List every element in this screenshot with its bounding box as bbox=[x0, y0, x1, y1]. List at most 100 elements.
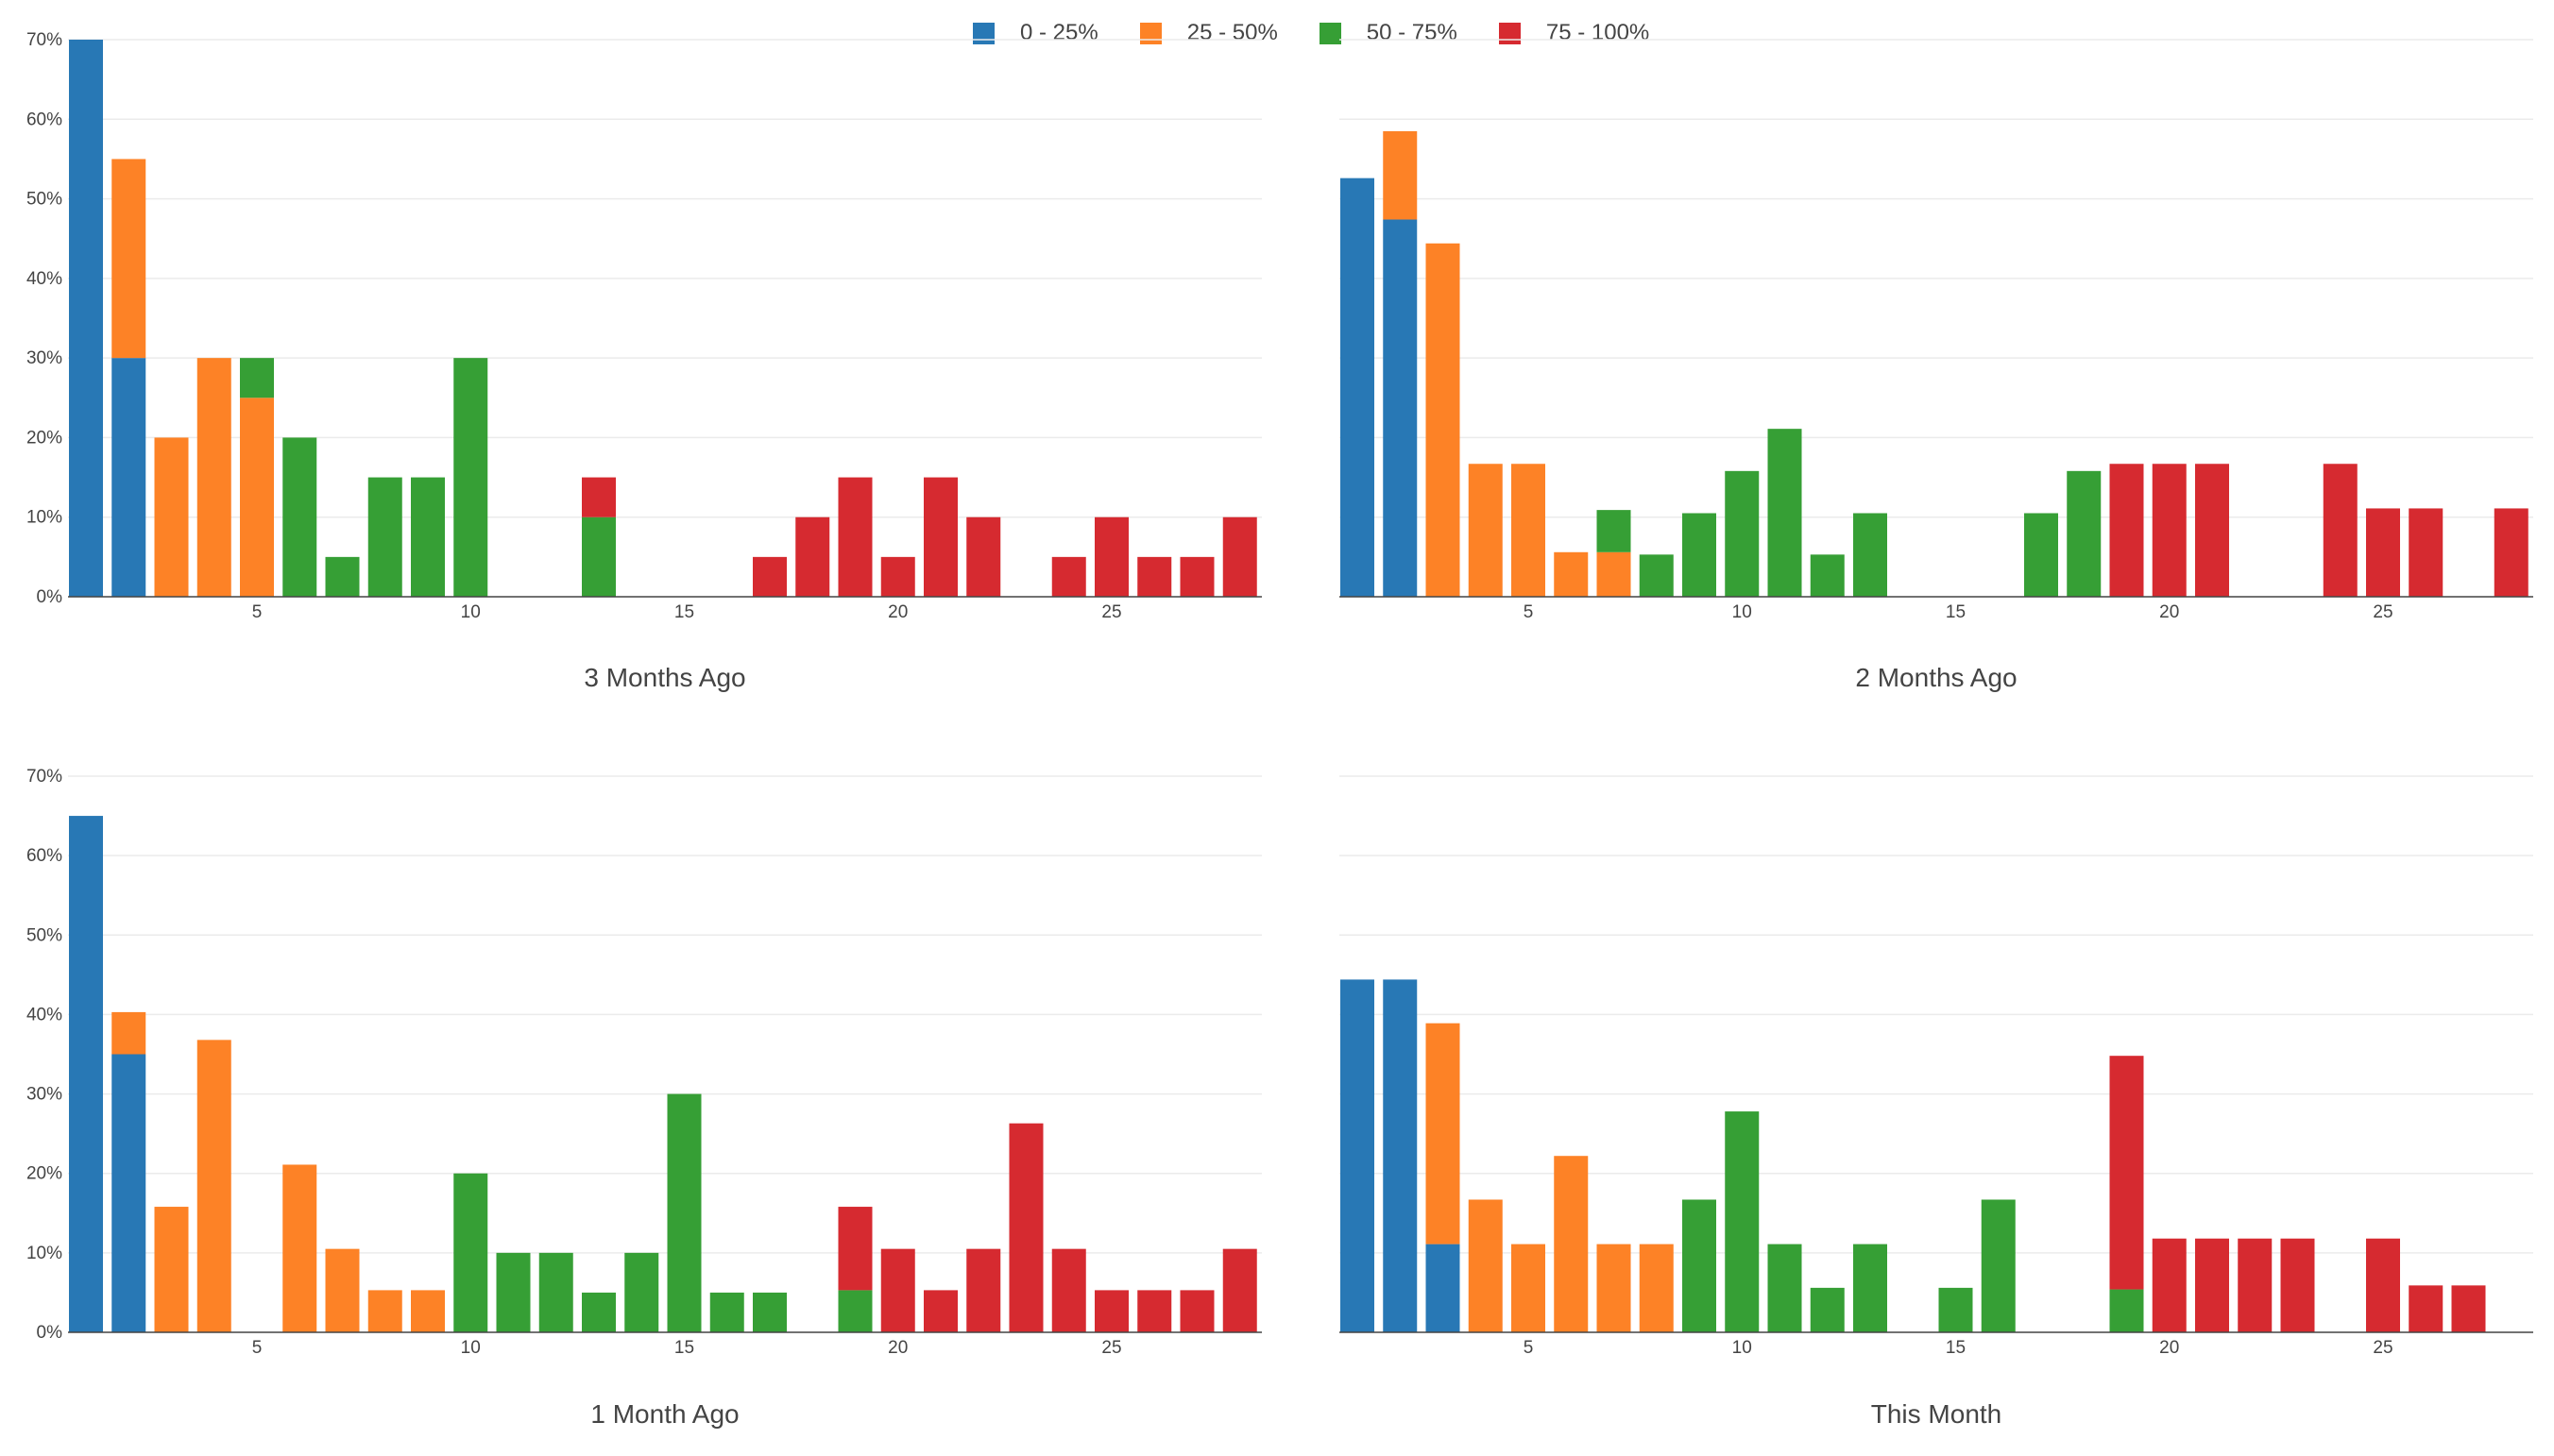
bar-segment[interactable] bbox=[1009, 1123, 1044, 1332]
bar-segment[interactable] bbox=[667, 1093, 702, 1332]
bar-segment[interactable] bbox=[1554, 551, 1589, 597]
bar-segment[interactable] bbox=[880, 1248, 915, 1332]
bar-segment[interactable] bbox=[1596, 1244, 1631, 1332]
bar-segment[interactable] bbox=[966, 516, 1001, 597]
bar-segment[interactable] bbox=[924, 1290, 958, 1332]
bar-segment[interactable] bbox=[240, 398, 274, 597]
bar-segment[interactable] bbox=[196, 358, 231, 597]
bar-segment[interactable] bbox=[1511, 1244, 1545, 1332]
bar-segment[interactable] bbox=[1340, 178, 1374, 597]
bar-segment[interactable] bbox=[966, 1248, 1001, 1332]
bar-segment[interactable] bbox=[1425, 1244, 1460, 1332]
bar-segment[interactable] bbox=[538, 1252, 573, 1332]
bar-segment[interactable] bbox=[154, 437, 189, 597]
bar-segment[interactable] bbox=[1222, 516, 1257, 597]
legend-item-0-25[interactable]: 0 - 25% bbox=[973, 20, 1098, 46]
bar-segment[interactable] bbox=[1725, 470, 1760, 597]
bar-segment[interactable] bbox=[154, 1207, 189, 1332]
bar-segment[interactable] bbox=[1137, 1290, 1172, 1332]
bar-segment[interactable] bbox=[2109, 1289, 2144, 1332]
bar-segment[interactable] bbox=[325, 1248, 360, 1332]
bar-segment[interactable] bbox=[325, 556, 360, 597]
bar-segment[interactable] bbox=[1938, 1287, 1973, 1332]
bar-segment[interactable] bbox=[624, 1252, 659, 1332]
bar-segment[interactable] bbox=[1639, 1244, 1674, 1332]
bar-segment[interactable] bbox=[1383, 219, 1418, 597]
bar-segment[interactable] bbox=[367, 477, 402, 597]
bar-segment[interactable] bbox=[1383, 130, 1418, 220]
bar-segment[interactable] bbox=[1051, 556, 1086, 597]
bar-segment[interactable] bbox=[1468, 464, 1503, 597]
bar-segment[interactable] bbox=[1095, 1290, 1129, 1332]
bar-segment[interactable] bbox=[453, 358, 488, 597]
legend-item-75-100[interactable]: 75 - 100% bbox=[1498, 20, 1649, 46]
bar-segment[interactable] bbox=[69, 816, 103, 1332]
bar-segment[interactable] bbox=[282, 1164, 317, 1332]
bar-segment[interactable] bbox=[838, 477, 873, 597]
bar-segment[interactable] bbox=[1767, 429, 1802, 597]
bar-segment[interactable] bbox=[1810, 1287, 1845, 1332]
legend-item-50-75[interactable]: 50 - 75% bbox=[1319, 20, 1457, 46]
bar-segment[interactable] bbox=[582, 477, 616, 517]
bar-segment[interactable] bbox=[1180, 556, 1215, 597]
bar-segment[interactable] bbox=[1639, 554, 1674, 597]
bar-segment[interactable] bbox=[2024, 513, 2058, 598]
bar-segment[interactable] bbox=[1383, 979, 1418, 1332]
bar-segment[interactable] bbox=[2238, 1238, 2273, 1332]
bar-segment[interactable] bbox=[753, 1292, 787, 1332]
bar-segment[interactable] bbox=[411, 1290, 445, 1332]
bar-segment[interactable] bbox=[1554, 1156, 1589, 1332]
bar-segment[interactable] bbox=[2409, 1285, 2443, 1332]
bar-segment[interactable] bbox=[1340, 979, 1374, 1332]
bar-segment[interactable] bbox=[582, 1292, 616, 1332]
bar-segment[interactable] bbox=[496, 1252, 531, 1332]
bar-segment[interactable] bbox=[69, 40, 103, 597]
bar-segment[interactable] bbox=[1725, 1111, 1760, 1332]
bar-segment[interactable] bbox=[838, 1207, 873, 1291]
bar-segment[interactable] bbox=[2152, 1238, 2187, 1332]
bar-segment[interactable] bbox=[2109, 464, 2144, 597]
bar-segment[interactable] bbox=[1051, 1248, 1086, 1332]
bar-segment[interactable] bbox=[2195, 1238, 2229, 1332]
bar-segment[interactable] bbox=[453, 1173, 488, 1332]
bar-segment[interactable] bbox=[1137, 556, 1172, 597]
bar-segment[interactable] bbox=[1767, 1244, 1802, 1332]
bar-segment[interactable] bbox=[2494, 508, 2528, 597]
bar-segment[interactable] bbox=[2067, 470, 2102, 597]
bar-segment[interactable] bbox=[2323, 464, 2358, 597]
bar-segment[interactable] bbox=[1222, 1248, 1257, 1332]
bar-segment[interactable] bbox=[2366, 1238, 2400, 1332]
bar-segment[interactable] bbox=[1425, 243, 1460, 597]
bar-segment[interactable] bbox=[880, 556, 915, 597]
bar-segment[interactable] bbox=[111, 1011, 146, 1055]
bar-segment[interactable] bbox=[1511, 464, 1545, 597]
bar-segment[interactable] bbox=[2451, 1285, 2486, 1332]
bar-segment[interactable] bbox=[411, 477, 445, 597]
bar-segment[interactable] bbox=[111, 1054, 146, 1333]
bar-segment[interactable] bbox=[2366, 508, 2400, 597]
bar-segment[interactable] bbox=[1682, 1199, 1716, 1332]
bar-segment[interactable] bbox=[1596, 551, 1631, 597]
bar-segment[interactable] bbox=[1180, 1290, 1215, 1332]
bar-segment[interactable] bbox=[753, 556, 787, 597]
bar-segment[interactable] bbox=[1853, 513, 1887, 598]
bar-segment[interactable] bbox=[2195, 464, 2229, 597]
bar-segment[interactable] bbox=[1095, 516, 1129, 597]
bar-segment[interactable] bbox=[924, 477, 958, 597]
bar-segment[interactable] bbox=[111, 159, 146, 359]
bar-segment[interactable] bbox=[1853, 1244, 1887, 1332]
bar-segment[interactable] bbox=[2409, 508, 2443, 597]
bar-segment[interactable] bbox=[582, 516, 616, 597]
bar-segment[interactable] bbox=[1468, 1199, 1503, 1332]
bar-segment[interactable] bbox=[367, 1290, 402, 1332]
bar-segment[interactable] bbox=[111, 358, 146, 597]
bar-segment[interactable] bbox=[1981, 1199, 2016, 1332]
bar-segment[interactable] bbox=[282, 437, 317, 597]
bar-segment[interactable] bbox=[1596, 510, 1631, 552]
bar-segment[interactable] bbox=[1810, 554, 1845, 597]
bar-segment[interactable] bbox=[2280, 1238, 2315, 1332]
bar-segment[interactable] bbox=[2152, 464, 2187, 597]
bar-segment[interactable] bbox=[838, 1290, 873, 1332]
bar-segment[interactable] bbox=[196, 1040, 231, 1332]
bar-segment[interactable] bbox=[1425, 1023, 1460, 1244]
